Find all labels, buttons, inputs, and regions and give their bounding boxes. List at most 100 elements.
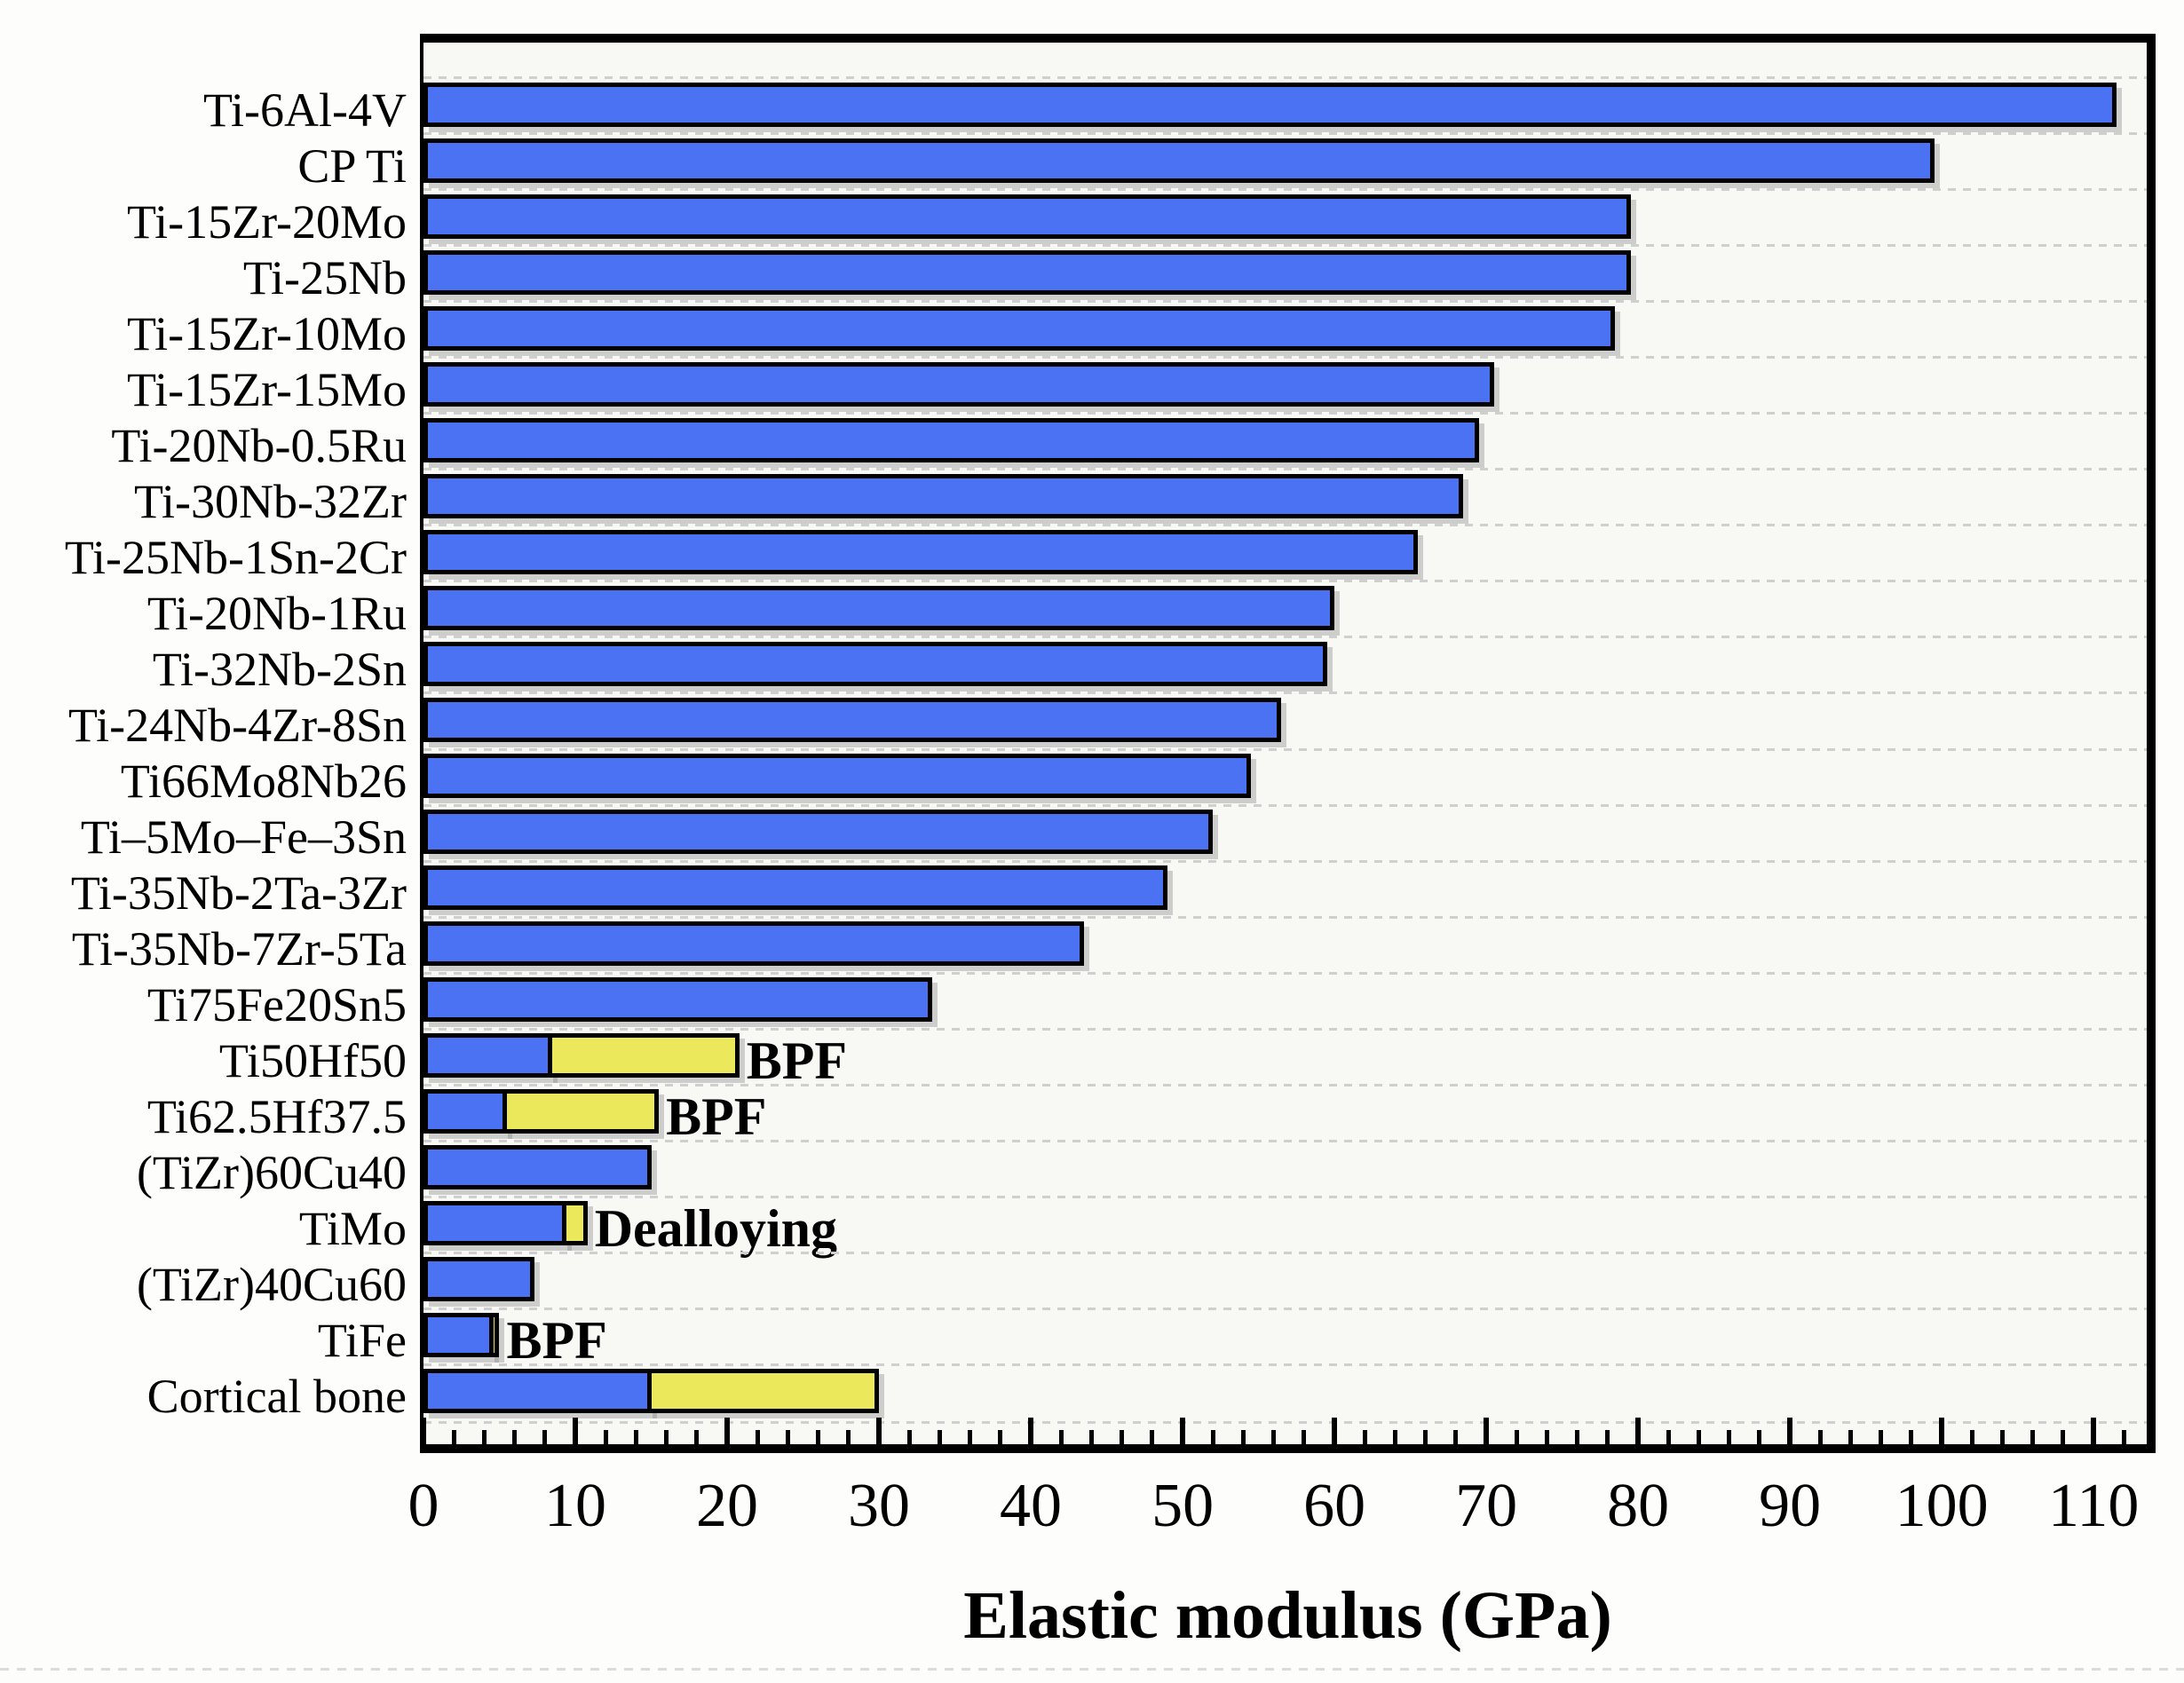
category-label-TiMo: TiMo	[298, 1202, 407, 1256]
x-minor-tick	[2061, 1430, 2066, 1444]
x-minor-tick	[906, 1430, 912, 1444]
bar-range-yellow-TiFe	[488, 1313, 500, 1358]
chart-row	[423, 1139, 2147, 1196]
chart-row	[423, 300, 2147, 356]
x-tick-label-70: 70	[1455, 1472, 1518, 1540]
x-minor-tick	[1392, 1430, 1397, 1444]
bar-annotation: BPF	[666, 1087, 767, 1147]
gridline	[423, 1195, 2147, 1198]
chart-row	[423, 691, 2147, 747]
chart-row	[423, 244, 2147, 300]
bar-annotation: BPF	[506, 1311, 607, 1371]
x-minor-tick	[968, 1430, 973, 1444]
bar-range-yellow-Ti50Hf50	[548, 1033, 740, 1079]
gridline	[423, 915, 2147, 919]
chart-row	[423, 803, 2147, 860]
bar-blue-Ti-15Zr-10Mo	[423, 305, 1616, 351]
x-minor-tick	[451, 1430, 456, 1444]
gridline	[423, 691, 2147, 695]
x-major-tick	[876, 1418, 882, 1444]
bar-blue-Ti-20Nb-1Ru	[423, 585, 1335, 630]
gridline	[423, 580, 2147, 583]
category-label-Ti-20Nb-0.5Ru: Ti-20Nb-0.5Ru	[111, 418, 407, 472]
category-label-Ti-32Nb-2Sn: Ti-32Nb-2Sn	[152, 642, 407, 696]
chart-row	[423, 356, 2147, 412]
category-label-Ti75Fe20Sn5: Ti75Fe20Sn5	[146, 978, 407, 1032]
x-minor-tick	[785, 1430, 790, 1444]
plot-area: BPF BPF Dealloying BPF	[420, 34, 2156, 1453]
chart-row	[423, 1363, 2147, 1419]
x-major-tick	[1180, 1418, 1186, 1444]
x-major-tick	[1028, 1418, 1034, 1444]
category-label-Ti–5Mo–Fe–3Sn: Ti–5Mo–Fe–3Sn	[80, 810, 407, 865]
bar-blue-(TiZr)60Cu40	[423, 1145, 652, 1190]
x-minor-tick	[1210, 1430, 1215, 1444]
category-label-Ti-35Nb-7Zr-5Ta: Ti-35Nb-7Zr-5Ta	[71, 922, 407, 976]
x-minor-tick	[1150, 1430, 1155, 1444]
bar-blue-Cortical bone	[423, 1369, 652, 1414]
x-major-tick	[1484, 1418, 1490, 1444]
x-minor-tick	[2000, 1430, 2006, 1444]
bars-container: BPF BPF Dealloying BPF	[423, 43, 2147, 1444]
x-major-tick	[724, 1418, 731, 1444]
x-tick-label-40: 40	[1000, 1472, 1063, 1540]
chart-row: Dealloying	[423, 1195, 2147, 1259]
bar-blue-Ti-35Nb-2Ta-3Zr	[423, 865, 1167, 911]
bar-blue-Ti-6Al-4V	[423, 82, 2117, 127]
category-label-Ti-15Zr-15Mo: Ti-15Zr-15Mo	[127, 362, 407, 416]
gridline	[423, 300, 2147, 304]
gridline	[423, 412, 2147, 415]
x-major-tick	[1332, 1418, 1338, 1444]
x-major-tick	[1787, 1418, 1793, 1444]
bar-blue-Ti-20Nb-0.5Ru	[423, 417, 1479, 462]
x-minor-tick	[1362, 1430, 1367, 1444]
x-minor-tick	[603, 1430, 608, 1444]
chart-row	[423, 915, 2147, 972]
x-minor-tick	[1423, 1430, 1428, 1444]
x-minor-tick	[1879, 1430, 1884, 1444]
x-minor-tick	[1271, 1430, 1277, 1444]
x-minor-tick	[1757, 1430, 1762, 1444]
chart-row: BPF	[423, 1307, 2147, 1367]
gridline	[423, 356, 2147, 360]
chart-row	[423, 524, 2147, 580]
bar-blue-Ti-30Nb-32Zr	[423, 473, 1464, 518]
x-minor-tick	[1727, 1430, 1732, 1444]
x-axis-title: Elastic modulus (GPa)	[963, 1578, 1612, 1653]
x-major-tick	[2091, 1418, 2097, 1444]
category-label-Ti62.5Hf37.5: Ti62.5Hf37.5	[146, 1090, 407, 1144]
category-label-Ti-20Nb-1Ru: Ti-20Nb-1Ru	[146, 586, 407, 640]
x-major-tick	[1939, 1418, 1945, 1444]
chart-row	[423, 636, 2147, 691]
x-minor-tick	[1302, 1430, 1307, 1444]
gridline	[423, 971, 2147, 975]
category-label-Ti66Mo8Nb26: Ti66Mo8Nb26	[120, 755, 407, 809]
chart-row	[423, 859, 2147, 916]
gridline	[423, 859, 2147, 863]
page-edge-dashed-line	[0, 1668, 2184, 1671]
category-label-Ti-25Nb: Ti-25Nb	[242, 250, 407, 304]
bar-range-yellow-Cortical bone	[646, 1369, 880, 1414]
x-major-tick	[421, 1418, 426, 1444]
bar-blue-Ti–5Mo–Fe–3Sn	[423, 810, 1214, 855]
x-minor-tick	[694, 1430, 700, 1444]
x-minor-tick	[1058, 1430, 1064, 1444]
x-minor-tick	[1969, 1430, 1974, 1444]
x-minor-tick	[1605, 1430, 1610, 1444]
x-major-tick	[573, 1418, 578, 1444]
bar-blue-Ti-15Zr-20Mo	[423, 194, 1631, 239]
gridline	[423, 1421, 2147, 1424]
x-minor-tick	[1120, 1430, 1125, 1444]
bar-annotation: Dealloying	[594, 1199, 838, 1259]
x-minor-tick	[1817, 1430, 1823, 1444]
bar-range-yellow-Ti62.5Hf37.5	[502, 1089, 660, 1134]
chart-row	[423, 971, 2147, 1028]
gridline	[423, 244, 2147, 248]
chart-row	[423, 468, 2147, 524]
x-minor-tick	[1514, 1430, 1519, 1444]
x-minor-tick	[1909, 1430, 1914, 1444]
x-minor-tick	[937, 1430, 942, 1444]
gridline	[423, 1027, 2147, 1031]
category-label-Ti-35Nb-2Ta-3Zr: Ti-35Nb-2Ta-3Zr	[70, 866, 407, 921]
x-tick-label-0: 0	[408, 1472, 439, 1540]
